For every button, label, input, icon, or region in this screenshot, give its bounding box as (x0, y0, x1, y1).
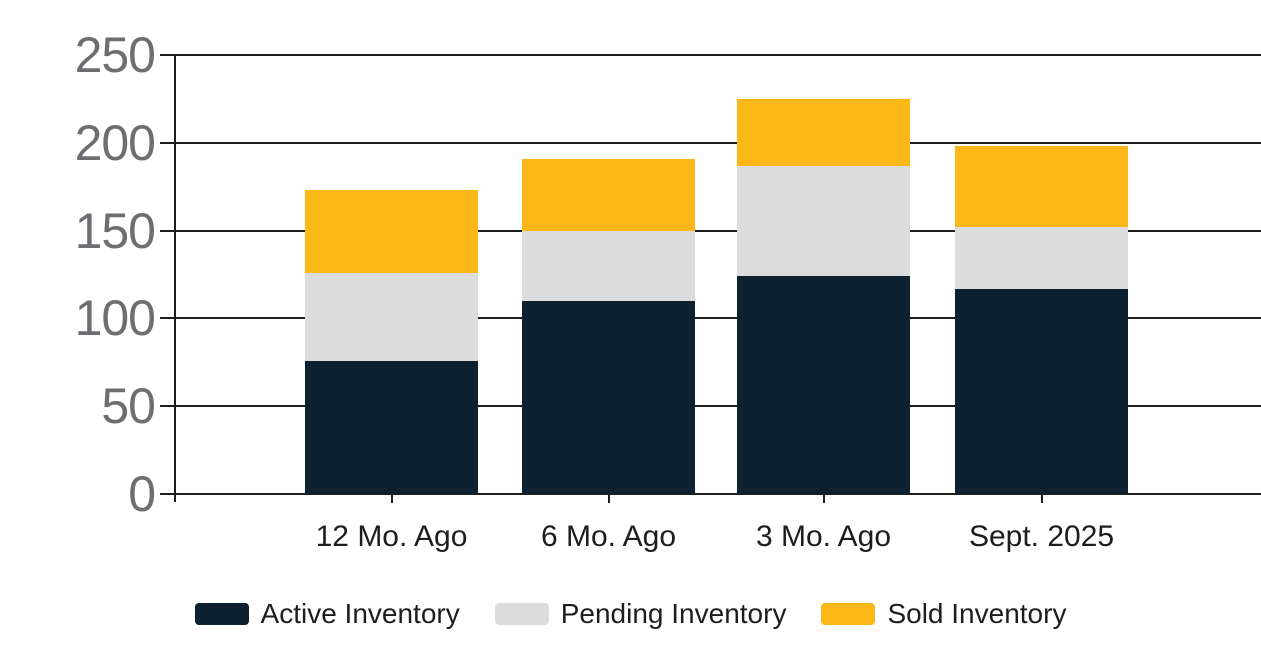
y-axis-label-200: 200 (74, 114, 156, 171)
bar-segment-active-inventory (955, 288, 1128, 494)
gridline-200 (175, 141, 1261, 144)
bar-segment-active-inventory (737, 276, 910, 494)
x-axis-label-4: Sept. 2025 (968, 520, 1115, 553)
legend-label: Pending Inventory (560, 598, 787, 629)
bar-segment-pending-inventory (955, 227, 1128, 289)
y-axis-tick-100 (160, 317, 175, 320)
gridline-0 (175, 493, 1261, 495)
x-axis-tick-4 (1040, 494, 1043, 503)
bar-segment-sold-inventory (737, 98, 910, 166)
legend: Active Inventory Pending Inventory Sold In… (0, 598, 1261, 630)
x-axis-tick-2 (607, 494, 610, 503)
bar-segment-active-inventory (305, 360, 478, 494)
y-axis-tick-200 (160, 141, 175, 144)
gridline-100 (175, 317, 1261, 320)
legend-label: Active Inventory (260, 598, 460, 629)
bar-segment-active-inventory (522, 300, 695, 494)
bar-segment-sold-inventory (305, 190, 478, 273)
y-axis-label-0: 0 (128, 466, 156, 522)
gridline-150 (175, 229, 1261, 232)
y-axis-tick-50 (160, 405, 175, 408)
y-axis-tick-150 (160, 229, 175, 232)
x-axis-label-3: 3 Mo. Ago (755, 520, 892, 553)
bar-segment-sold-inventory (955, 146, 1128, 228)
bar-segment-pending-inventory (305, 272, 478, 361)
x-axis-label-2: 6 Mo. Ago (540, 520, 677, 553)
legend-item-pending-inventory: Pending Inventory (494, 598, 787, 630)
y-axis-label-150: 150 (74, 202, 156, 259)
legend-item-active-inventory: Active Inventory (194, 598, 460, 630)
legend-swatch-icon (194, 603, 249, 625)
legend-item-sold-inventory: Sold Inventory (821, 598, 1066, 630)
bar-segment-sold-inventory (522, 158, 695, 231)
y-axis-label-250: 250 (74, 27, 156, 83)
gridline-50 (175, 405, 1261, 408)
bar-segment-pending-inventory (522, 230, 695, 301)
y-axis-tick-250 (160, 54, 175, 56)
x-axis-tick-1 (390, 494, 393, 503)
x-axis-tick-3 (822, 494, 825, 503)
legend-swatch-icon (821, 603, 876, 625)
y-axis-line (174, 55, 176, 502)
y-axis-tick-0 (160, 493, 175, 495)
legend-swatch-icon (494, 603, 549, 625)
y-axis-label-100: 100 (74, 290, 156, 347)
x-axis-label-1: 12 Mo. Ago (315, 520, 468, 553)
gridline-250 (175, 54, 1261, 56)
bar-segment-pending-inventory (737, 165, 910, 277)
legend-label: Sold Inventory (887, 598, 1067, 629)
y-axis-label-50: 50 (101, 378, 156, 435)
